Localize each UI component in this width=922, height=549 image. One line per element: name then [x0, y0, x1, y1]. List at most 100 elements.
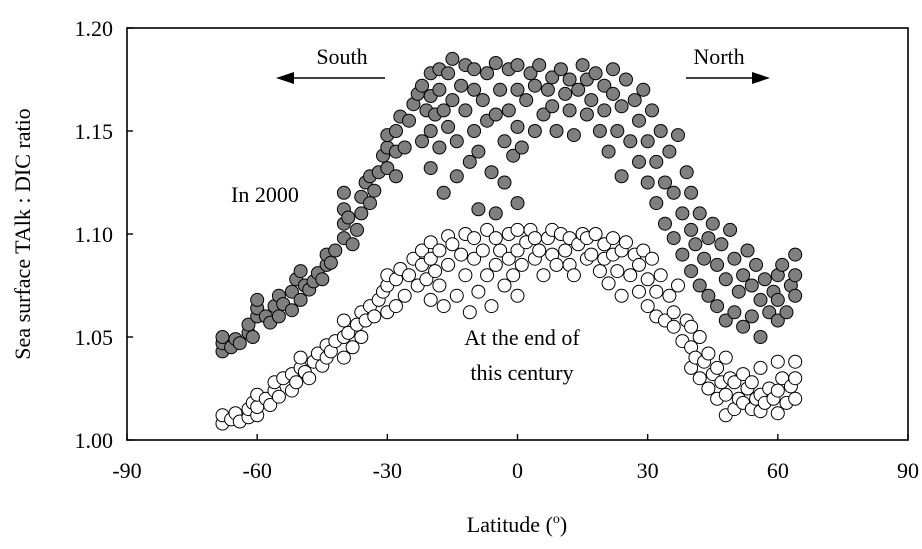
data-point	[584, 247, 599, 262]
data-point	[510, 119, 525, 134]
data-point	[454, 247, 469, 262]
data-point	[601, 144, 616, 159]
data-point	[770, 292, 785, 307]
data-point	[562, 103, 577, 118]
data-point	[532, 243, 547, 258]
data-point	[445, 51, 460, 66]
data-point	[488, 206, 503, 221]
x-axis-label: Latitude (o)	[467, 512, 567, 537]
data-point	[527, 231, 542, 246]
data-point	[662, 144, 677, 159]
data-point	[566, 128, 581, 143]
ticks-layer: -90 -60 -30 0 30 60 90 1.00 1.05 1.10 1.15 1.20	[75, 16, 920, 483]
data-point	[467, 124, 482, 138]
data-point	[597, 103, 612, 118]
data-point	[497, 134, 512, 149]
data-point	[770, 354, 785, 369]
data-point	[649, 196, 664, 211]
data-point	[432, 82, 447, 97]
data-point	[323, 255, 338, 270]
data-point	[684, 185, 699, 200]
data-point	[666, 185, 681, 200]
data-point	[432, 243, 447, 258]
data-point	[645, 251, 659, 266]
data-point	[458, 268, 473, 283]
data-point	[645, 103, 659, 118]
data-point	[432, 278, 447, 293]
data-point	[718, 387, 733, 402]
data-point	[488, 257, 503, 272]
data-point	[467, 62, 482, 77]
data-point	[623, 268, 638, 283]
data-point	[501, 103, 516, 118]
annotation-end-line2: this century	[470, 360, 573, 385]
data-point	[350, 222, 364, 237]
data-point	[497, 175, 512, 190]
data-point	[484, 299, 499, 314]
data-point	[705, 216, 720, 231]
data-point	[588, 227, 603, 241]
data-point	[788, 247, 803, 262]
x-axis-label-sup: o	[553, 512, 560, 527]
data-point	[480, 268, 495, 283]
data-point	[632, 284, 646, 299]
data-point	[788, 268, 803, 283]
data-point	[462, 305, 477, 320]
data-point	[553, 62, 568, 77]
data-point	[519, 93, 534, 108]
data-point	[619, 72, 633, 87]
data-point	[293, 292, 308, 307]
y-axis-label: Sea surface TAlk : DIC ratio	[10, 108, 35, 359]
data-point	[753, 330, 768, 344]
data-point	[449, 134, 464, 149]
data-point	[727, 375, 742, 390]
data-point	[549, 257, 564, 272]
data-point	[662, 288, 677, 303]
data-point	[428, 264, 443, 279]
data-point	[467, 231, 482, 246]
y-tick-label: 1.15	[75, 119, 114, 144]
data-point	[289, 375, 304, 390]
data-point	[753, 292, 768, 307]
data-point	[623, 134, 638, 149]
data-point	[684, 319, 699, 334]
data-point	[653, 268, 668, 283]
data-point	[436, 103, 451, 118]
data-point	[701, 381, 716, 396]
data-point	[610, 264, 625, 279]
data-point	[284, 303, 299, 318]
x-tick-label: -60	[243, 458, 272, 483]
data-point	[749, 257, 764, 272]
data-point	[397, 140, 412, 155]
data-point	[336, 185, 351, 200]
data-point	[506, 148, 521, 163]
data-point	[501, 251, 516, 266]
data-point	[566, 268, 581, 283]
data-point	[432, 140, 447, 155]
x-tick-label: -90	[112, 458, 141, 483]
data-point	[527, 78, 542, 93]
data-point	[562, 72, 577, 87]
data-point	[731, 284, 746, 299]
data-point	[397, 288, 412, 303]
data-point	[632, 113, 646, 128]
x-tick-label: -30	[373, 458, 402, 483]
data-point	[753, 360, 768, 375]
data-point	[423, 292, 438, 307]
data-point	[462, 154, 477, 169]
data-point	[441, 257, 456, 272]
data-point	[614, 169, 629, 184]
data-point	[389, 124, 403, 138]
data-point	[701, 231, 716, 246]
data-point	[423, 251, 438, 266]
data-point	[610, 124, 625, 138]
data-point	[545, 99, 560, 114]
data-point	[601, 276, 616, 291]
data-point	[536, 107, 551, 122]
data-point	[545, 70, 560, 85]
points-layer	[215, 51, 803, 431]
data-point	[658, 216, 672, 231]
data-point	[718, 313, 733, 328]
data-point	[284, 284, 299, 299]
data-point	[718, 272, 733, 287]
